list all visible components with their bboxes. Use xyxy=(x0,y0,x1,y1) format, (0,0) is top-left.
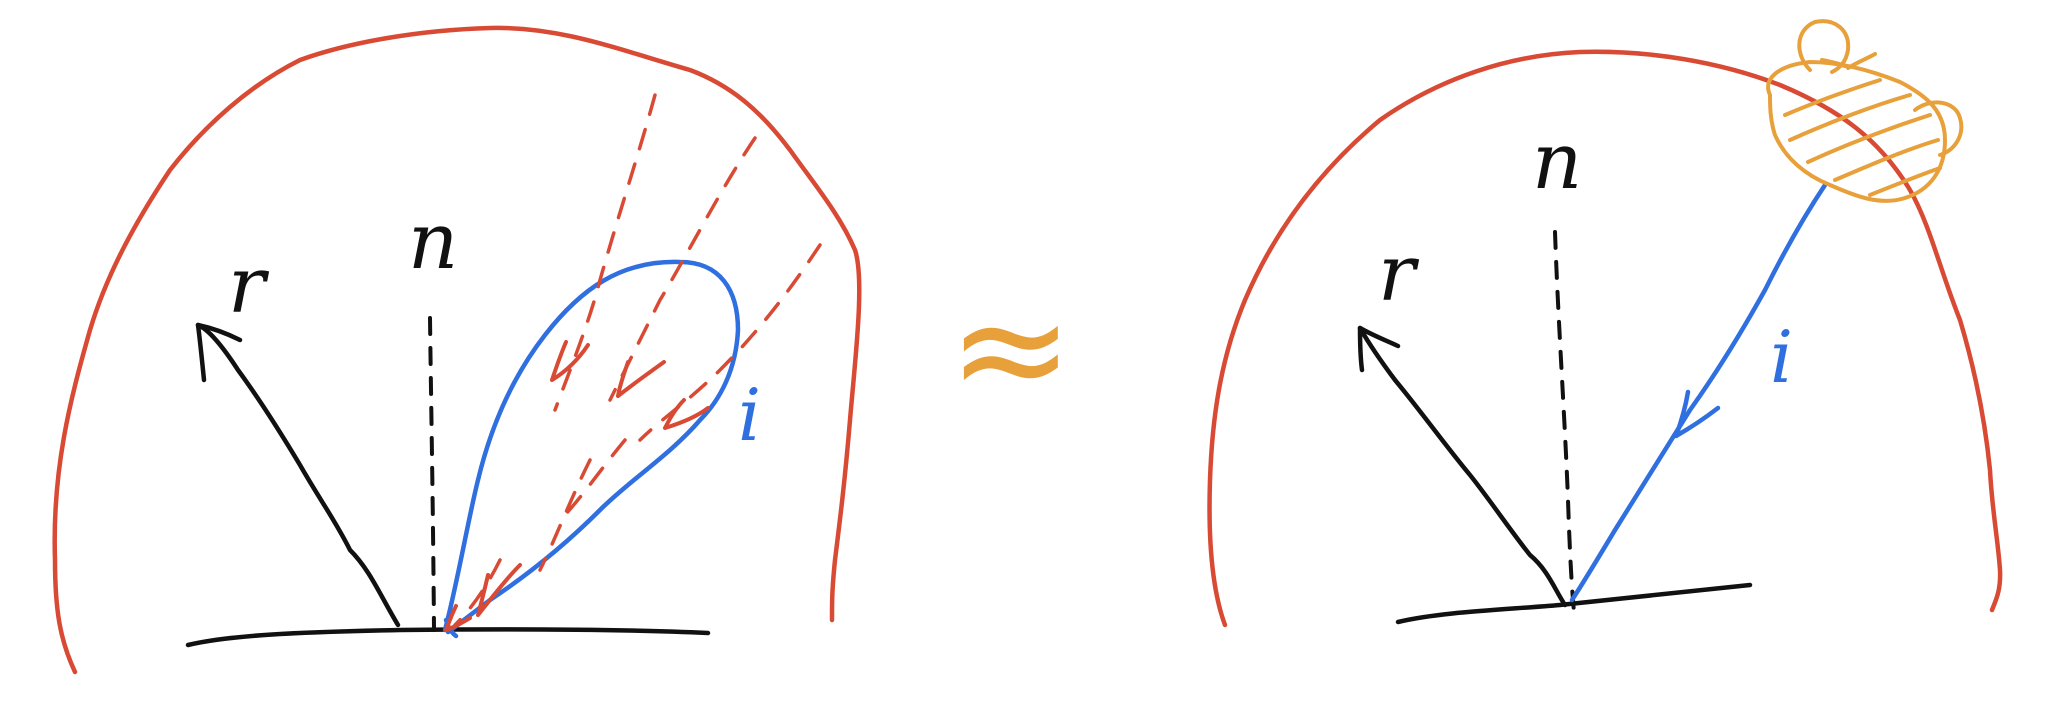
left-ray-5 xyxy=(558,438,627,522)
right-reflected-ray xyxy=(1357,325,1568,608)
approx-symbol: ≈ xyxy=(948,262,1074,436)
light-source-tick-1 xyxy=(1846,52,1877,70)
left-label-normal: n xyxy=(408,197,458,287)
right-incident-arrowhead xyxy=(1673,389,1721,439)
light-source-hatch-3 xyxy=(1806,113,1932,164)
left-ray-arrowhead-4 xyxy=(476,563,522,617)
left-ray-arrowheads xyxy=(444,340,710,632)
light-source-hatch-1 xyxy=(1783,78,1882,117)
left-panel: n r i xyxy=(52,25,862,675)
light-source-hatch-2 xyxy=(1788,93,1912,142)
left-hemisphere-outline xyxy=(52,25,862,675)
light-source-outline xyxy=(1766,60,1947,203)
left-incident-lobe xyxy=(442,259,741,635)
right-normal-dashed xyxy=(1553,230,1576,614)
light-source-hatching xyxy=(1783,78,1942,197)
left-ray-arrowhead-1 xyxy=(550,340,590,382)
light-source-hatch-5 xyxy=(1868,166,1942,197)
left-ray-arrowhead-3 xyxy=(663,398,710,430)
left-ray-1 xyxy=(553,93,657,412)
left-reflected-ray xyxy=(195,322,401,628)
left-surface-line xyxy=(185,627,711,648)
light-source-loop-right xyxy=(1913,100,1964,157)
light-source-tick-2 xyxy=(1820,58,1847,68)
left-label-reflected: r xyxy=(228,241,270,331)
right-label-normal: n xyxy=(1532,117,1582,207)
right-incident-ray xyxy=(1569,182,1828,603)
left-ray-6 xyxy=(453,558,502,627)
left-ray-3 xyxy=(638,243,822,442)
left-ray-arrowhead-5 xyxy=(444,604,472,632)
left-ray-4 xyxy=(538,458,592,572)
right-panel: n r i xyxy=(1207,19,2003,628)
light-source xyxy=(1766,19,1964,203)
right-label-incident: i xyxy=(1770,315,1793,399)
right-label-reflected: r xyxy=(1378,229,1420,319)
left-normal-dashed xyxy=(428,316,436,632)
left-ray-arrowhead-2 xyxy=(616,360,666,398)
left-incoming-rays xyxy=(453,93,822,627)
light-source-hatch-4 xyxy=(1833,138,1940,182)
left-reflected-arrowhead xyxy=(195,322,243,383)
left-label-incident: i xyxy=(738,373,761,457)
right-surface-line xyxy=(1395,582,1753,625)
right-reflected-arrowhead xyxy=(1357,325,1401,373)
right-hemisphere-outline xyxy=(1207,49,2003,628)
